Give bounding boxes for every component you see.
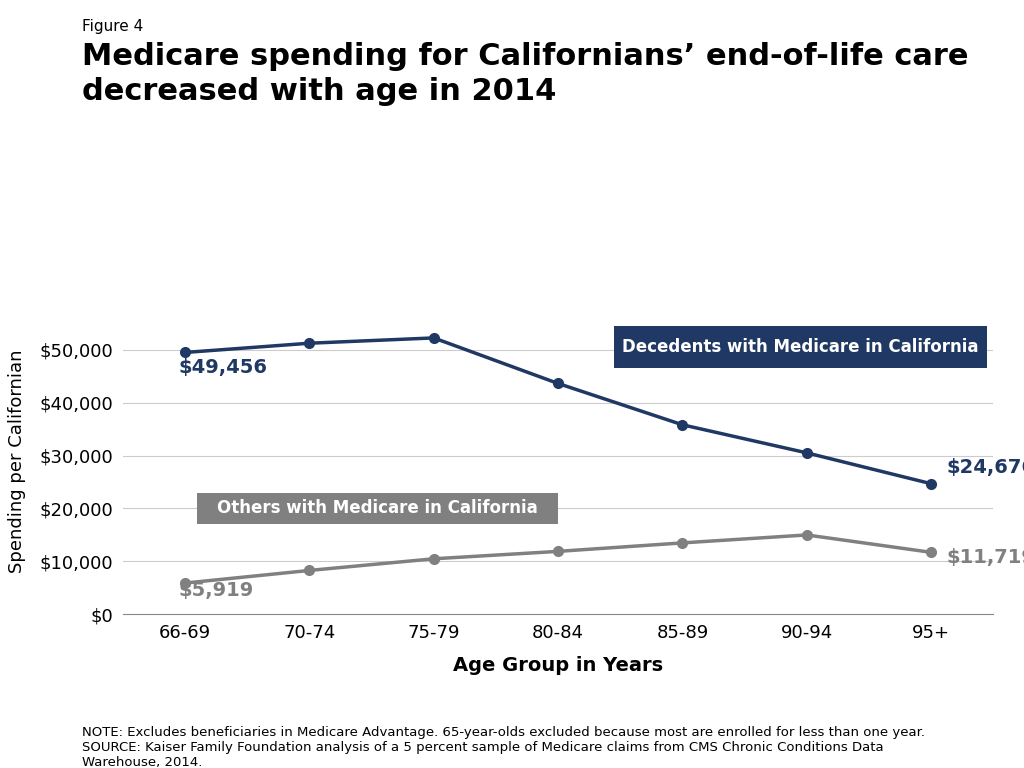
Bar xyxy=(614,326,987,368)
Text: Others with Medicare in California: Others with Medicare in California xyxy=(217,499,539,518)
Text: $11,719: $11,719 xyxy=(946,548,1024,567)
Text: Figure 4: Figure 4 xyxy=(82,19,143,35)
Text: FAMILY: FAMILY xyxy=(907,730,962,744)
Text: $24,676: $24,676 xyxy=(946,458,1024,477)
Text: FOUNDATION: FOUNDATION xyxy=(908,750,961,756)
Text: $5,919: $5,919 xyxy=(179,581,254,601)
Text: Medicare spending for Californians’ end-of-life care
decreased with age in 2014: Medicare spending for Californians’ end-… xyxy=(82,42,969,106)
Text: NOTE: Excludes beneficiaries in Medicare Advantage. 65-year-olds excluded becaus: NOTE: Excludes beneficiaries in Medicare… xyxy=(82,726,925,768)
X-axis label: Age Group in Years: Age Group in Years xyxy=(453,656,664,675)
Bar xyxy=(198,492,558,525)
Y-axis label: Spending per Californian: Spending per Californian xyxy=(7,349,26,573)
Text: Decedents with Medicare in California: Decedents with Medicare in California xyxy=(623,338,979,356)
Text: KAISER: KAISER xyxy=(906,714,963,729)
Text: $49,456: $49,456 xyxy=(179,358,268,376)
Text: THE HENRY J.: THE HENRY J. xyxy=(908,702,961,708)
